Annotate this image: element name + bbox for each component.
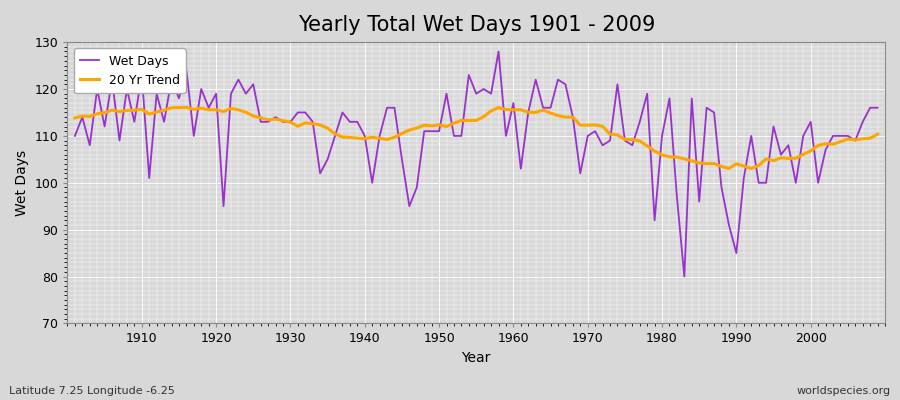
Y-axis label: Wet Days: Wet Days xyxy=(15,150,29,216)
Wet Days xyxy=(605,138,616,143)
20 Yr Trend xyxy=(345,135,356,140)
20 Yr Trend xyxy=(129,108,140,113)
Wet Days xyxy=(129,120,140,124)
Text: Latitude 7.25 Longitude -6.25: Latitude 7.25 Longitude -6.25 xyxy=(9,386,175,396)
Wet Days xyxy=(69,134,80,138)
20 Yr Trend xyxy=(872,132,883,136)
Wet Days xyxy=(508,101,518,106)
20 Yr Trend xyxy=(605,132,616,136)
20 Yr Trend xyxy=(516,107,526,112)
Wet Days xyxy=(493,49,504,54)
Wet Days xyxy=(679,274,689,279)
Wet Days xyxy=(337,110,347,115)
20 Yr Trend xyxy=(724,166,734,171)
Line: 20 Yr Trend: 20 Yr Trend xyxy=(75,107,878,168)
Wet Days xyxy=(516,166,526,171)
Wet Days xyxy=(292,110,303,115)
20 Yr Trend xyxy=(300,120,310,125)
20 Yr Trend xyxy=(69,116,80,120)
20 Yr Trend xyxy=(508,107,518,112)
Title: Yearly Total Wet Days 1901 - 2009: Yearly Total Wet Days 1901 - 2009 xyxy=(298,15,655,35)
Legend: Wet Days, 20 Yr Trend: Wet Days, 20 Yr Trend xyxy=(74,48,186,93)
Wet Days xyxy=(872,105,883,110)
Line: Wet Days: Wet Days xyxy=(75,52,878,276)
X-axis label: Year: Year xyxy=(462,351,490,365)
20 Yr Trend xyxy=(181,105,192,110)
Text: worldspecies.org: worldspecies.org xyxy=(796,386,891,396)
